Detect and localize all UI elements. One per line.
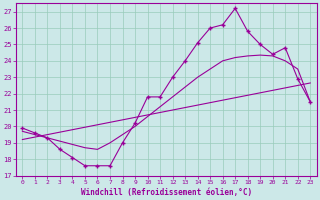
X-axis label: Windchill (Refroidissement éolien,°C): Windchill (Refroidissement éolien,°C) xyxy=(81,188,252,197)
